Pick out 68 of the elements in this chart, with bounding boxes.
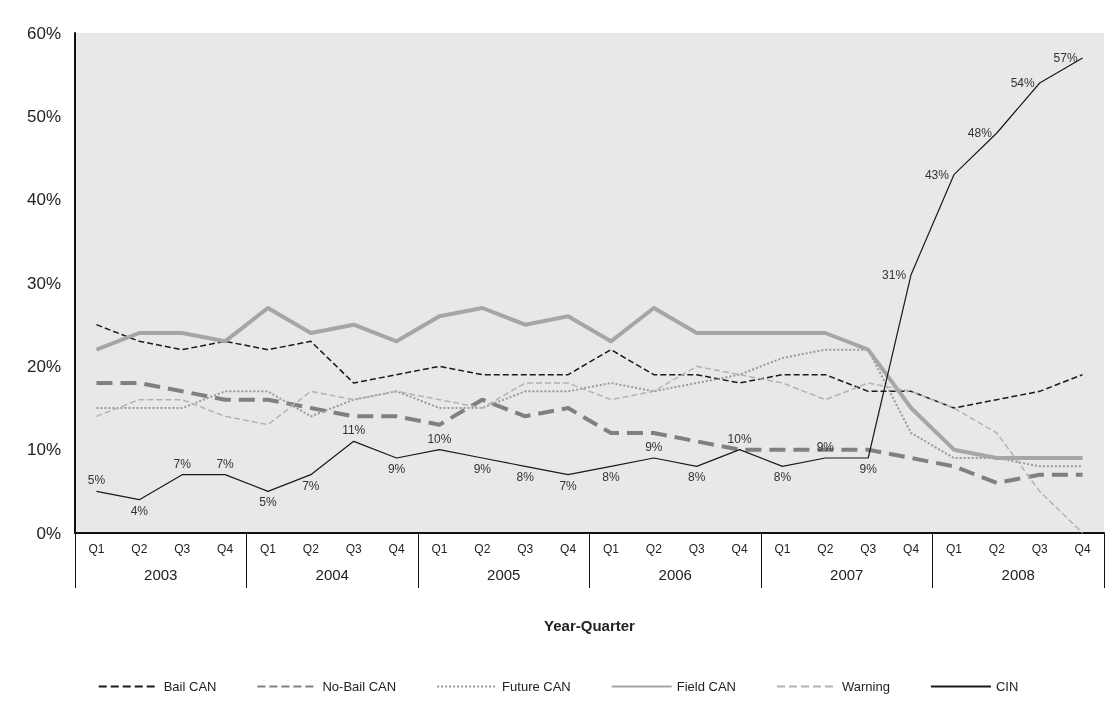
- x-axis-title: Year-Quarter: [544, 617, 636, 634]
- x-tick-label: Q2: [131, 542, 148, 556]
- y-tick-label: 50%: [26, 106, 61, 126]
- x-tick-label: Q2: [302, 542, 320, 556]
- data-label: 8%: [688, 470, 706, 485]
- x-tick-label: Q3: [688, 542, 706, 556]
- text: 2005: [487, 566, 521, 583]
- x-tick-label: Q1: [602, 542, 620, 556]
- x-tick-label: Q4: [560, 542, 577, 556]
- y-tick-label: 40%: [26, 190, 61, 210]
- data-label: 7%: [559, 478, 578, 493]
- text: 2006: [658, 566, 692, 583]
- x-tick-label: Q3: [860, 542, 877, 556]
- data-label: 7%: [173, 456, 192, 471]
- x-tick-label: Q1: [259, 542, 277, 556]
- legend-label: Bail CAN: [163, 679, 217, 694]
- data-label: 4%: [130, 503, 149, 518]
- x-tick-label: Q2: [817, 542, 834, 556]
- x-tick-label: Q1: [88, 542, 105, 556]
- y-tick-label: 60%: [26, 23, 61, 43]
- y-tick-label: 10%: [26, 440, 61, 460]
- x-tick-label: Q3: [174, 542, 191, 556]
- text: 2003: [144, 566, 178, 583]
- data-label: 54%: [1010, 76, 1035, 90]
- text: 2008: [1001, 566, 1035, 583]
- data-label: 31%: [882, 267, 907, 282]
- x-tick-label: Q1: [774, 542, 791, 556]
- data-label: 8%: [516, 470, 535, 485]
- data-label: 9%: [387, 462, 406, 476]
- text: 2004: [315, 566, 349, 583]
- data-label: 10%: [427, 431, 452, 446]
- legend-label: No-Bail CAN: [322, 679, 397, 694]
- data-label: 9%: [816, 440, 835, 454]
- data-label: 9%: [645, 440, 663, 454]
- x-tick-label: Q3: [345, 542, 363, 556]
- text: 2007: [830, 566, 864, 583]
- legend-label: Future CAN: [502, 679, 571, 694]
- data-label: 57%: [1053, 51, 1078, 65]
- data-label: 5%: [259, 495, 277, 510]
- data-label: 43%: [924, 167, 950, 182]
- x-tick-label: Q4: [217, 542, 234, 556]
- x-tick-label: Q4: [1074, 542, 1091, 556]
- data-label: 9%: [859, 462, 878, 476]
- legend-label: Warning: [841, 679, 890, 694]
- x-tick-label: Q4: [731, 542, 748, 556]
- legend-label: Field CAN: [676, 679, 736, 694]
- data-label: 10%: [727, 431, 752, 446]
- x-tick-label: Q4: [388, 542, 405, 556]
- x-tick-label: Q1: [431, 542, 448, 556]
- data-label: 5%: [87, 473, 106, 488]
- data-label: 11%: [342, 423, 366, 438]
- data-label: 8%: [773, 470, 792, 485]
- legend-label: CIN: [995, 679, 1019, 694]
- y-tick-label: 20%: [26, 356, 61, 376]
- data-label: 9%: [473, 462, 492, 476]
- x-tick-label: Q3: [517, 542, 534, 556]
- data-label: 7%: [216, 456, 235, 471]
- data-label: 48%: [967, 126, 993, 140]
- x-tick-label: Q3: [1031, 542, 1049, 556]
- x-tick-label: Q2: [645, 542, 663, 556]
- x-tick-label: Q4: [903, 542, 920, 556]
- y-tick-label: 30%: [26, 273, 61, 293]
- x-tick-label: Q2: [474, 542, 491, 556]
- data-label: 8%: [602, 470, 620, 485]
- data-label: 7%: [302, 478, 320, 493]
- y-tick-label: 0%: [36, 523, 61, 543]
- x-tick-label: Q2: [988, 542, 1006, 556]
- x-tick-label: Q1: [945, 542, 963, 556]
